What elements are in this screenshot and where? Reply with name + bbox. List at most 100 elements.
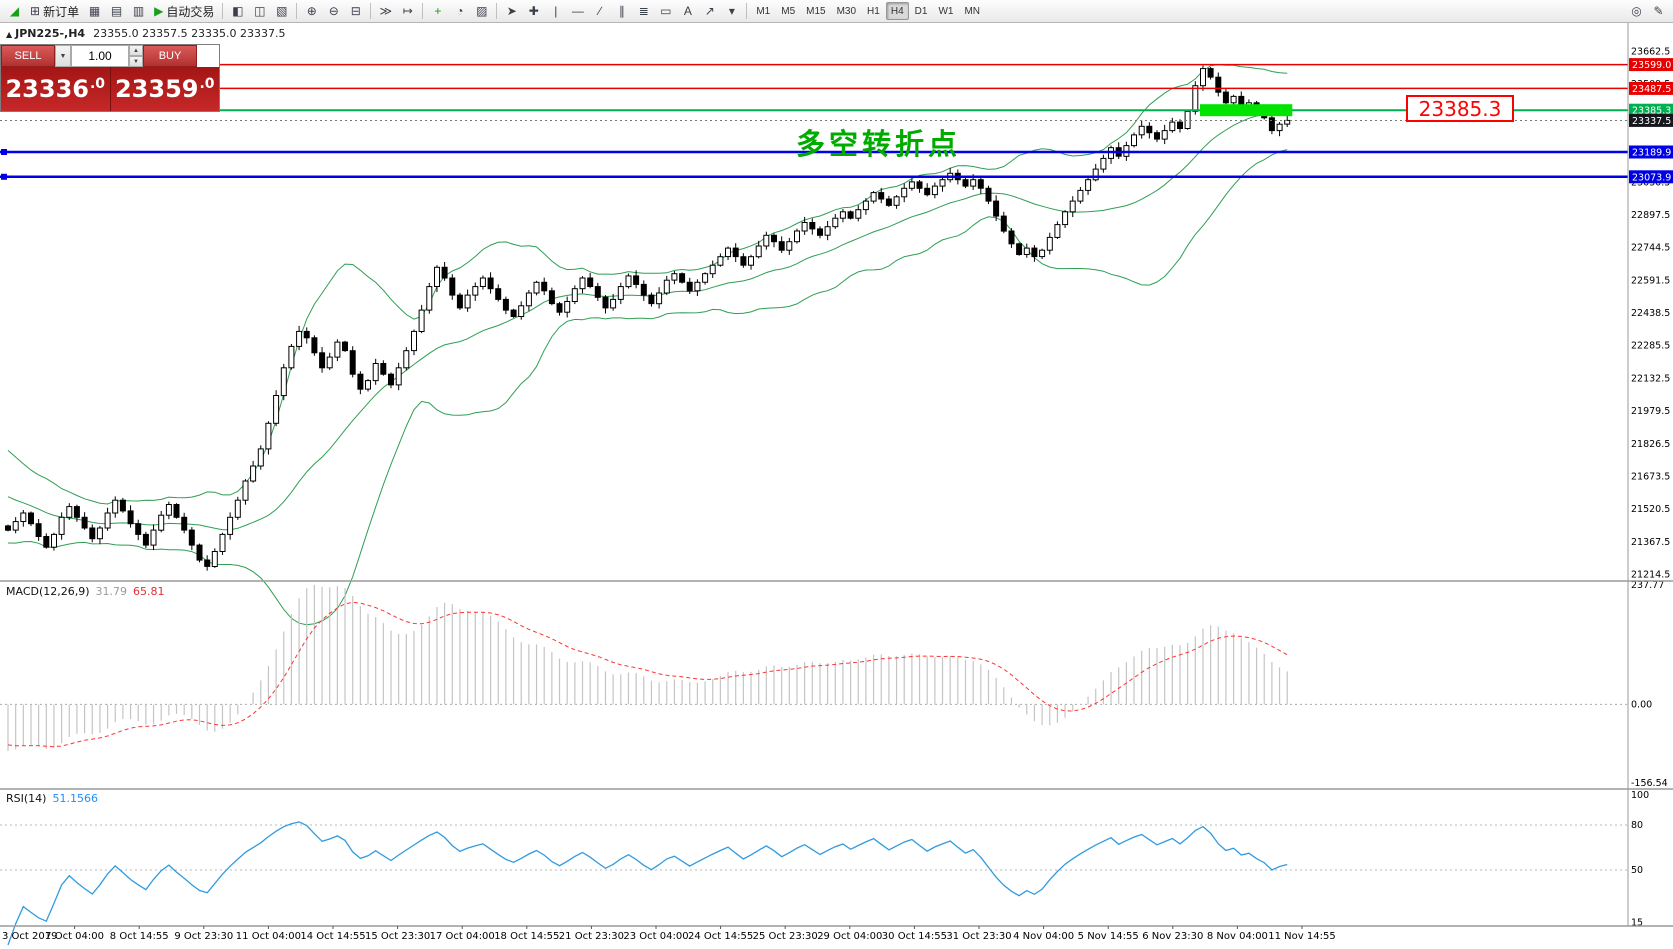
zoom-in-icon: ⊕ <box>306 4 317 18</box>
auto-scroll-icon[interactable]: ≫ <box>375 1 396 21</box>
svg-text:23662.5: 23662.5 <box>1631 47 1670 58</box>
svg-text:21214.5: 21214.5 <box>1631 570 1670 581</box>
svg-text:15: 15 <box>1631 918 1643 929</box>
svg-text:23337.5: 23337.5 <box>1632 116 1671 127</box>
svg-text:23599.0: 23599.0 <box>1632 60 1671 71</box>
timeframe-m5-button[interactable]: M5 <box>776 2 800 20</box>
channel-icon: ∥ <box>618 4 625 18</box>
timeframe-mn-button[interactable]: MN <box>959 2 985 20</box>
symbol-marker-icon: ▲ <box>6 30 13 39</box>
cursor-icon[interactable]: ➤ <box>501 1 522 21</box>
volume-up-button[interactable]: ▲ <box>129 45 143 56</box>
autotrade-icon: ▶ <box>154 4 164 18</box>
chart-canvas[interactable]: 23662.523509.523356.523203.523050.522897… <box>0 23 1673 949</box>
channel-icon[interactable]: ∥ <box>611 1 632 21</box>
one-click-top-row: SELL ▼ ▲ ▼ BUY <box>1 45 219 67</box>
toolbar-separator <box>296 3 298 19</box>
volume-input[interactable] <box>71 45 129 67</box>
svg-text:237.77: 237.77 <box>1631 580 1664 591</box>
svg-text:29 Oct 04:00: 29 Oct 04:00 <box>817 931 882 942</box>
svg-text:22285.5: 22285.5 <box>1631 341 1670 352</box>
svg-text:22897.5: 22897.5 <box>1631 210 1670 221</box>
pencil-icon: ✎ <box>1653 4 1664 18</box>
svg-text:100: 100 <box>1631 790 1649 801</box>
svg-text:23487.5: 23487.5 <box>1632 84 1671 95</box>
svg-text:21673.5: 21673.5 <box>1631 471 1670 482</box>
crosshair-icon[interactable]: ✚ <box>523 1 544 21</box>
cursor-icon: ➤ <box>506 4 517 18</box>
timeframe-m1-button[interactable]: M1 <box>751 2 775 20</box>
new-order-button[interactable]: ⊞ 新订单 <box>26 1 83 21</box>
trendline-icon[interactable]: ∕ <box>589 1 610 21</box>
new-chart-icon: ◧ <box>232 4 244 18</box>
buy-price-value: 23359 <box>114 75 199 103</box>
search-icon[interactable]: ◎ <box>1626 1 1647 21</box>
sell-button[interactable]: SELL <box>1 45 55 67</box>
zoom-out-icon[interactable]: ⊖ <box>323 1 344 21</box>
rsi-panel: 100 80 50 15 <box>0 790 1649 946</box>
chart-shift-icon[interactable]: ↦ <box>397 1 418 21</box>
auto-scroll-icon: ≫ <box>379 4 393 18</box>
templates-icon[interactable]: ▨ <box>471 1 492 21</box>
panel-separators[interactable] <box>0 23 1673 927</box>
svg-text:50: 50 <box>1631 865 1643 876</box>
price-highlight-bar[interactable] <box>1200 104 1293 117</box>
objects-dropdown-icon[interactable]: ▾ <box>721 1 742 21</box>
indicators-icon[interactable]: + <box>427 1 448 21</box>
volume-dropdown-button[interactable]: ▼ <box>55 45 71 67</box>
level-lines[interactable] <box>0 63 1628 180</box>
grid-icon: ⊟ <box>350 4 361 18</box>
timeframe-h4-button[interactable]: H4 <box>885 2 909 20</box>
cascade-windows-icon: ▧ <box>276 4 288 18</box>
candles <box>5 65 1291 571</box>
svg-text:21 Oct 23:30: 21 Oct 23:30 <box>559 931 624 942</box>
tile-windows-icon[interactable]: ◫ <box>249 1 270 21</box>
vertical-line-icon[interactable]: | <box>545 1 566 21</box>
data-window-icon[interactable]: ▤ <box>106 1 127 21</box>
app-icon: ◢ <box>9 4 20 18</box>
toolbar-separator <box>422 3 424 19</box>
grid-icon[interactable]: ⊟ <box>345 1 366 21</box>
svg-text:9 Oct 23:30: 9 Oct 23:30 <box>174 931 233 942</box>
svg-text:8 Nov 04:00: 8 Nov 04:00 <box>1207 931 1268 942</box>
zoom-in-icon[interactable]: ⊕ <box>301 1 322 21</box>
periods-icon[interactable]: ◔ <box>449 1 470 21</box>
new-chart-icon[interactable]: ◧ <box>227 1 248 21</box>
volume-spinner: ▲ ▼ <box>129 45 143 67</box>
fibonacci-icon[interactable]: ≣ <box>633 1 654 21</box>
macd-signal-value: 65.81 <box>133 585 165 598</box>
price-tags: 23599.0 23487.5 23385.3 23189.9 23073.9 23337… <box>1629 58 1673 184</box>
new-order-button-label: 新订单 <box>43 4 80 19</box>
timeframe-h1-button[interactable]: H1 <box>862 2 885 20</box>
sell-price[interactable]: 23336.0 <box>1 67 111 111</box>
svg-text:21520.5: 21520.5 <box>1631 504 1670 515</box>
svg-text:17 Oct 04:00: 17 Oct 04:00 <box>430 931 495 942</box>
cascade-windows-icon[interactable]: ▧ <box>271 1 292 21</box>
macd-main-value: 31.79 <box>95 585 128 598</box>
market-watch-icon: ▦ <box>88 4 101 18</box>
periods-icon: ◔ <box>456 4 464 18</box>
pencil-icon[interactable]: ✎ <box>1648 1 1669 21</box>
timeframe-d1-button[interactable]: D1 <box>910 2 933 20</box>
buy-button[interactable]: BUY <box>143 45 197 67</box>
timeframe-m15-button[interactable]: M15 <box>801 2 830 20</box>
search-icon: ◎ <box>1631 4 1642 18</box>
arrow-tools-icon[interactable]: ↗ <box>699 1 720 21</box>
crosshair-icon: ✚ <box>528 4 539 18</box>
timeframe-m30-button[interactable]: M30 <box>832 2 861 20</box>
tile-windows-icon: ◫ <box>254 4 266 18</box>
market-watch-icon[interactable]: ▦ <box>84 1 105 21</box>
shapes-icon[interactable]: ▭ <box>655 1 676 21</box>
buy-price[interactable]: 23359.0 <box>110 67 219 111</box>
ohlc-values: 23355.0 23357.5 23335.0 23337.5 <box>93 27 286 40</box>
timeframe-w1-button[interactable]: W1 <box>933 2 958 20</box>
navigator-icon[interactable]: ▥ <box>128 1 149 21</box>
toolbar-separator <box>746 3 748 19</box>
text-icon[interactable]: A <box>677 1 698 21</box>
horizontal-line-icon[interactable]: — <box>567 1 588 21</box>
volume-down-button[interactable]: ▼ <box>129 56 143 67</box>
svg-text:5 Nov 14:55: 5 Nov 14:55 <box>1078 931 1139 942</box>
svg-text:14 Oct 14:55: 14 Oct 14:55 <box>300 931 365 942</box>
shapes-icon: ▭ <box>660 4 672 18</box>
autotrade-button[interactable]: ▶ 自动交易 <box>150 1 218 21</box>
